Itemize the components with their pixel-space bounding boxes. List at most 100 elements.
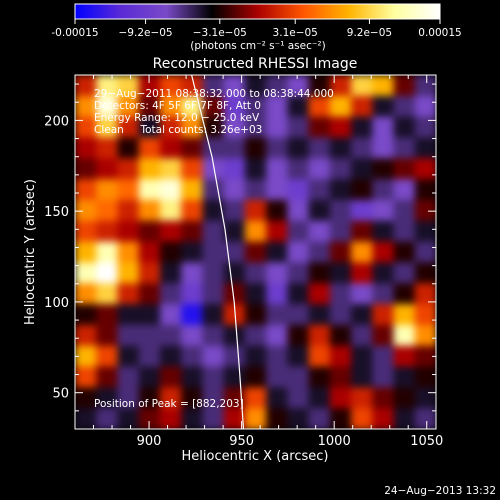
- heatmap-cell: [266, 304, 288, 326]
- heatmap-cell: [414, 199, 436, 222]
- heatmap-cell: [372, 179, 395, 201]
- heatmap-cell: [266, 199, 288, 222]
- heatmap-cell: [202, 345, 225, 368]
- heatmap-cell: [372, 116, 395, 139]
- heatmap-cell: [287, 75, 310, 97]
- heatmap-cell: [266, 75, 288, 97]
- heatmap-cell: [372, 95, 395, 118]
- heatmap-cell: [414, 262, 436, 284]
- heatmap-cell: [393, 75, 416, 97]
- heatmap-cell: [159, 158, 182, 180]
- annotation-time-range: 29−Aug−2011 08:38:32.000 to 08:38:44.000: [94, 88, 334, 100]
- heatmap-cell: [372, 408, 395, 429]
- heatmap-cell: [75, 324, 97, 347]
- heatmap-cell: [266, 345, 288, 368]
- heatmap-cell: [372, 220, 395, 243]
- heatmap-cell: [329, 75, 352, 97]
- heatmap-cell: [414, 345, 436, 368]
- heatmap-cell: [159, 345, 182, 368]
- heatmap-cell: [244, 262, 267, 284]
- heatmap-cell: [351, 262, 373, 284]
- annotation-total-counts: Clean Total counts: 3.26e+03: [94, 124, 262, 136]
- annotation-peak-position: Position of Peak = [882,203]: [94, 398, 244, 410]
- heatmap-cell: [351, 304, 373, 326]
- heatmap-cell: [244, 116, 267, 139]
- heatmap-cell: [96, 262, 119, 284]
- heatmap-cell: [393, 137, 416, 159]
- heatmap-cell: [308, 158, 331, 180]
- heatmap-cell: [351, 179, 373, 201]
- heatmap-cell: [202, 220, 225, 243]
- heatmap-cell: [181, 220, 204, 243]
- heatmap-cell: [372, 345, 395, 368]
- heatmap-cell: [181, 137, 204, 159]
- heatmap-cell: [202, 75, 225, 97]
- heatmap-cell: [393, 366, 416, 388]
- heatmap-cell: [159, 283, 182, 305]
- heatmap-cell: [96, 408, 119, 429]
- heatmap-cell: [223, 158, 246, 180]
- heatmap-cell: [414, 283, 436, 305]
- heatmap-cell: [117, 283, 140, 305]
- heatmap-cell: [351, 366, 373, 388]
- heatmap-cell: [329, 116, 352, 139]
- heatmap-cell: [223, 366, 246, 388]
- heatmap-cell: [329, 262, 352, 284]
- heatmap-cell: [181, 283, 204, 305]
- heatmap-cell: [117, 387, 140, 409]
- heatmap-cell: [266, 324, 288, 347]
- heatmap-cell: [393, 387, 416, 409]
- heatmap-cell: [287, 366, 310, 388]
- colorbar-ticks: -0.00015 −9.2e−05 −3.1e−05 3.1e−05 9.2e−05 0.…: [51, 19, 462, 39]
- heatmap-cell: [329, 158, 352, 180]
- heatmap-cell: [117, 262, 140, 284]
- heatmap-cell: [75, 95, 97, 118]
- heatmap-cell: [372, 283, 395, 305]
- heatmap-cell: [223, 262, 246, 284]
- heatmap-cell: [75, 137, 97, 159]
- heatmap-cell: [117, 158, 140, 180]
- heatmap-cell: [117, 366, 140, 388]
- heatmap-cell: [138, 75, 161, 97]
- heatmap-cell: [351, 387, 373, 409]
- heatmap-cell: [372, 241, 395, 264]
- heatmap-cell: [351, 75, 373, 97]
- y-tick-label: 150: [44, 205, 69, 220]
- heatmap-cell: [244, 75, 267, 97]
- heatmap-cell: [244, 95, 267, 118]
- heatmap-cell: [287, 137, 310, 159]
- heatmap-cell: [202, 283, 225, 305]
- heatmap-cell: [393, 220, 416, 243]
- heatmap-cell: [244, 283, 267, 305]
- heatmap-cell: [223, 116, 246, 139]
- heatmap-cell: [308, 387, 331, 409]
- heatmap-cell: [223, 179, 246, 201]
- heatmap-cell: [372, 387, 395, 409]
- heatmap-cell: [244, 137, 267, 159]
- heatmap-cell: [372, 304, 395, 326]
- heatmap-cell: [96, 366, 119, 388]
- plot-area: 29−Aug−2011 08:38:32.000 to 08:38:44.000…: [44, 74, 443, 449]
- heatmap-cell: [414, 387, 436, 409]
- heatmap-cell: [181, 75, 204, 97]
- heatmap-cell: [329, 95, 352, 118]
- heatmap-cell: [223, 199, 246, 222]
- heatmap-cell: [266, 283, 288, 305]
- heatmap-cell: [223, 387, 246, 409]
- heatmap-cell: [223, 75, 246, 97]
- heatmap-cell: [414, 179, 436, 201]
- heatmap-cell: [223, 220, 246, 243]
- heatmap-cell: [393, 199, 416, 222]
- heatmap-cell: [266, 220, 288, 243]
- heatmap-cell: [351, 116, 373, 139]
- heatmap-cell: [393, 304, 416, 326]
- heatmap-cell: [75, 408, 97, 429]
- heatmap-cell: [266, 116, 288, 139]
- heatmap-cell: [266, 408, 288, 429]
- heatmap-cell: [393, 158, 416, 180]
- solar-limb-curve: [191, 75, 245, 429]
- heatmap-cell: [244, 241, 267, 264]
- heatmap-cell: [266, 366, 288, 388]
- heatmap-cell: [181, 324, 204, 347]
